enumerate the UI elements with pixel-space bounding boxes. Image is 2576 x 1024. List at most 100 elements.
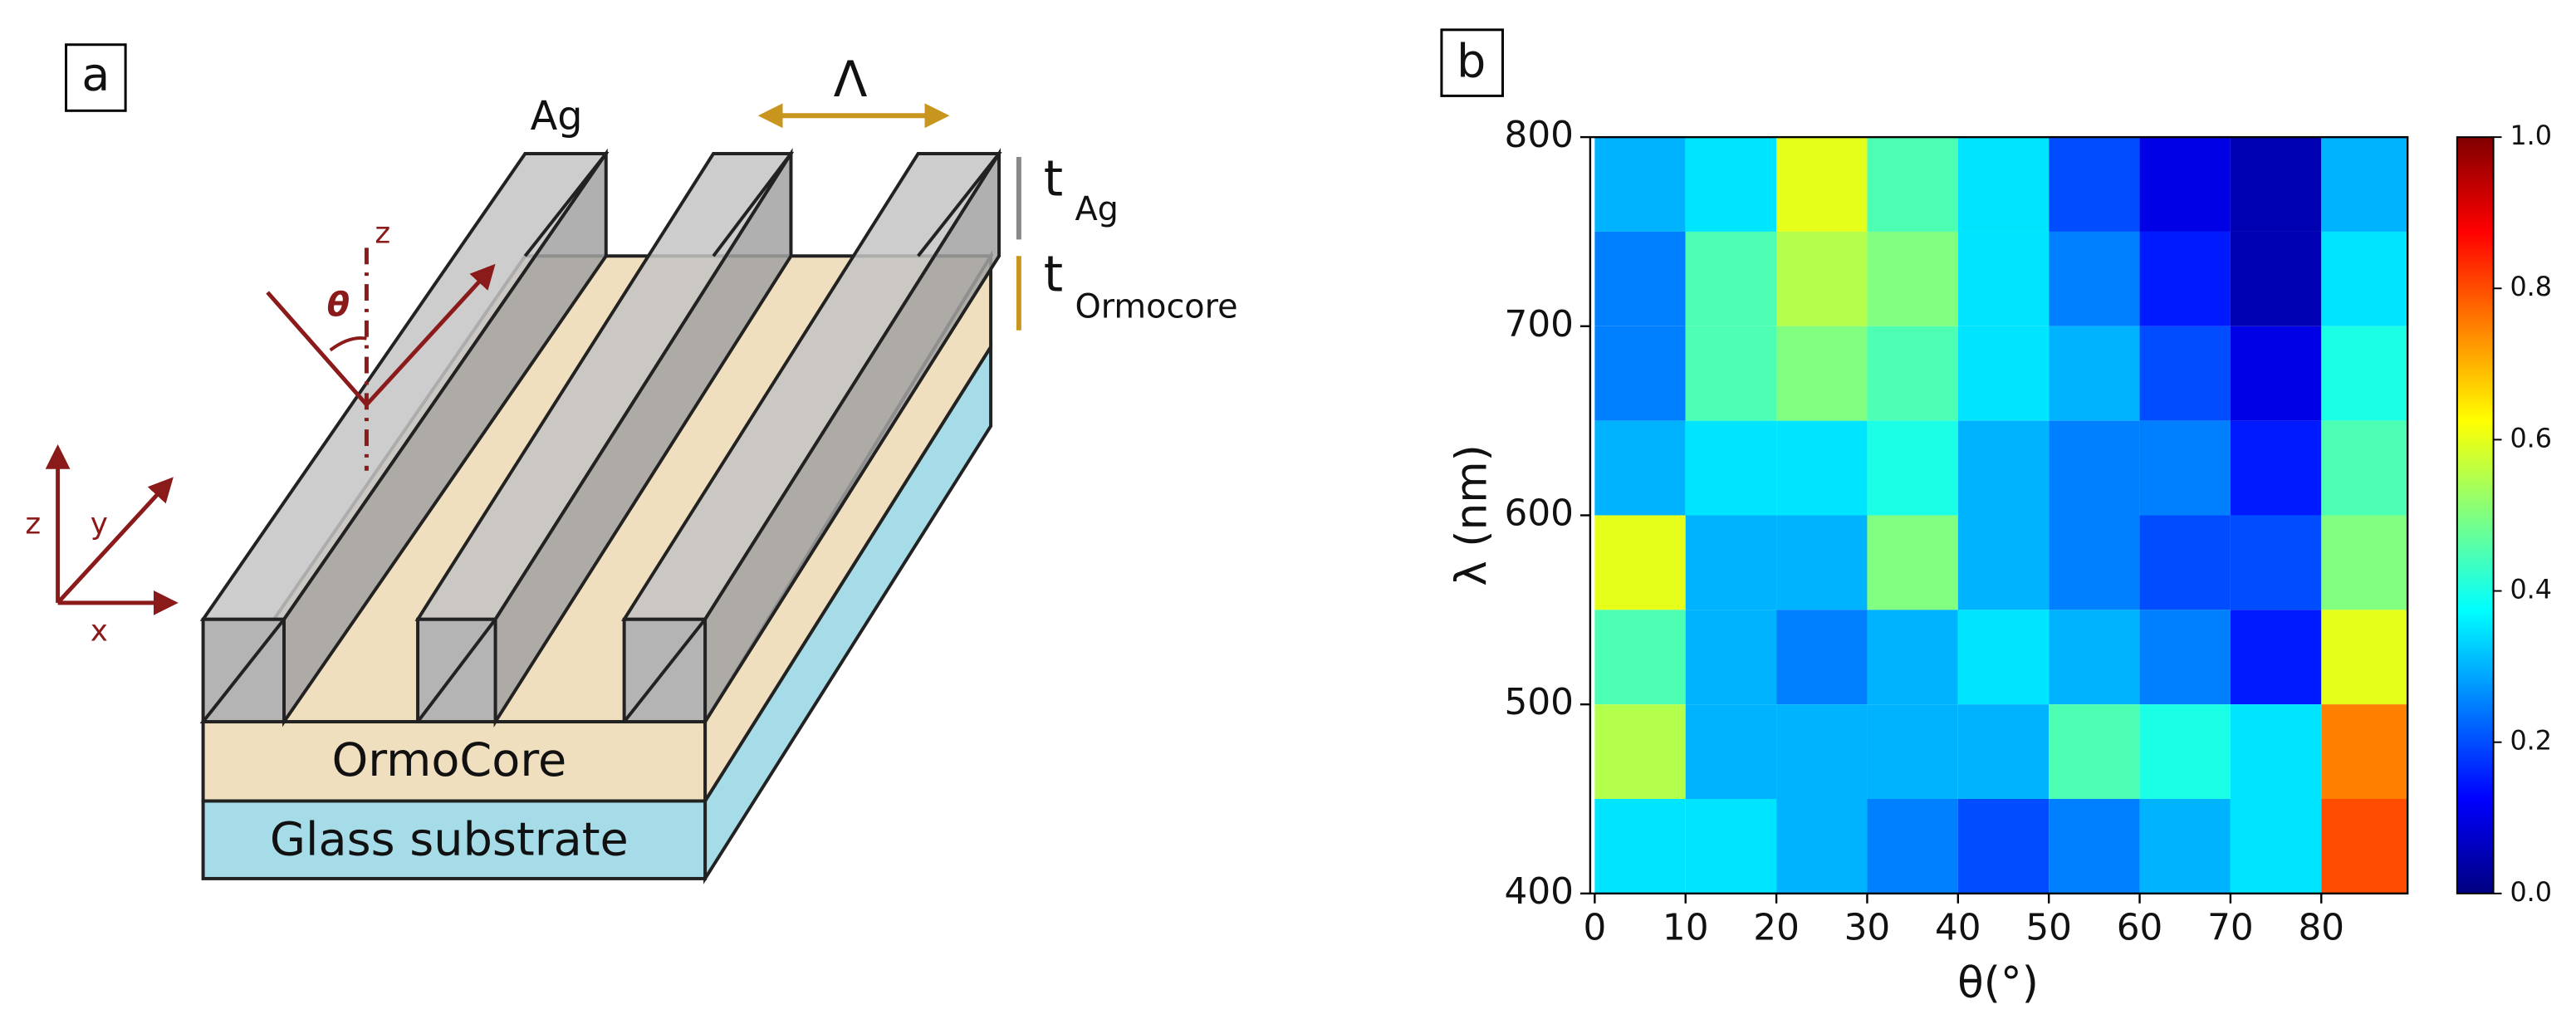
heat-cell bbox=[2139, 137, 2231, 232]
heat-cell bbox=[1594, 610, 1686, 705]
heat-cell bbox=[1594, 420, 1686, 516]
heat-cell bbox=[1685, 231, 1777, 326]
heat-cell bbox=[2230, 326, 2322, 421]
heat-cell bbox=[1867, 798, 1958, 894]
heat-cell bbox=[2321, 798, 2408, 894]
colorbar-tick-label: 0.2 bbox=[2510, 725, 2552, 757]
heat-cell bbox=[1776, 137, 1868, 232]
layer-bottom-label: Glass substrate bbox=[270, 812, 629, 866]
y-axis-label: λ (nm) bbox=[1447, 444, 1497, 585]
heat-cell bbox=[1957, 326, 2050, 421]
bar-edge bbox=[202, 618, 286, 723]
heat-cell bbox=[1594, 515, 1686, 610]
heat-cell bbox=[1776, 610, 1868, 705]
heat-cell bbox=[2230, 420, 2322, 516]
heat-cell bbox=[2230, 231, 2322, 326]
heat-cell bbox=[1594, 137, 1686, 232]
heat-cell bbox=[2321, 704, 2408, 799]
heat-cell bbox=[2139, 610, 2231, 705]
heat-cell bbox=[2321, 515, 2408, 610]
heat-cell bbox=[1594, 326, 1686, 421]
incident-ray bbox=[266, 291, 369, 406]
heat-cell bbox=[2139, 420, 2231, 516]
colorbar-tick-label: 0.8 bbox=[2510, 271, 2552, 302]
heat-cell bbox=[2321, 231, 2408, 326]
x-tick-label: 0 bbox=[1583, 907, 1606, 949]
panel-label: b bbox=[1457, 35, 1486, 89]
bar-edge bbox=[712, 152, 793, 257]
heat-cell bbox=[1594, 798, 1686, 894]
heat-cell bbox=[1867, 231, 1958, 326]
heatmap bbox=[1594, 137, 2408, 894]
axes: 0 10 20 30 40 50 60 70 80 400 500 600 700 800 0.0 0.2 0.… bbox=[1505, 114, 2553, 948]
bar-edge bbox=[416, 618, 497, 723]
t-ormo-sub: Ormocore bbox=[1075, 287, 1237, 326]
x-tick-label: 10 bbox=[1663, 907, 1709, 949]
heat-cell bbox=[2139, 704, 2231, 799]
axis-y-label: y bbox=[91, 507, 108, 541]
bar-edge bbox=[623, 618, 707, 723]
x-tick-label: 50 bbox=[2025, 907, 2072, 949]
heat-cell bbox=[1776, 420, 1868, 516]
heat-cell bbox=[1957, 137, 2050, 232]
reflected-ray bbox=[365, 263, 496, 406]
t-ag-sub: Ag bbox=[1075, 190, 1118, 228]
heat-cell bbox=[2049, 798, 2140, 894]
heat-cell bbox=[2321, 610, 2408, 705]
heat-cell bbox=[2049, 420, 2140, 516]
heat-cell bbox=[2139, 231, 2231, 326]
colorbar bbox=[2456, 136, 2495, 894]
heat-cell bbox=[1867, 420, 1958, 516]
heat-cell bbox=[1867, 704, 1958, 799]
heat-cell bbox=[1867, 137, 1958, 232]
angle-label: θ bbox=[327, 286, 350, 324]
heat-cell bbox=[2321, 326, 2408, 421]
metal-label: Ag bbox=[531, 94, 583, 140]
x-tick-label: 20 bbox=[1753, 907, 1800, 949]
colorbar-tick-label: 0.0 bbox=[2510, 876, 2552, 908]
heat-cell bbox=[1685, 610, 1777, 705]
axis-z-label: z bbox=[25, 507, 41, 541]
heat-cell bbox=[2230, 610, 2322, 705]
t-ag: t bbox=[1044, 150, 1063, 208]
x-tick-label: 40 bbox=[1935, 907, 1981, 949]
bar-edge bbox=[523, 152, 608, 257]
axis-y bbox=[56, 477, 174, 605]
heat-cell bbox=[1685, 515, 1777, 610]
heat-cell bbox=[1957, 610, 2050, 705]
period-label: Λ bbox=[834, 51, 868, 109]
heat-cell bbox=[1685, 420, 1777, 516]
y-tick-label: 800 bbox=[1505, 114, 1574, 156]
heat-cell bbox=[2139, 515, 2231, 610]
silver-bars bbox=[199, 148, 1002, 728]
heat-cell bbox=[2049, 610, 2140, 705]
colorbar-tick-label: 0.4 bbox=[2510, 574, 2552, 605]
heat-cell bbox=[2049, 704, 2140, 799]
angle-arc bbox=[329, 336, 367, 352]
x-tick-label: 60 bbox=[2117, 907, 2163, 949]
heat-cell bbox=[1685, 137, 1777, 232]
x-tick-label: 70 bbox=[2207, 907, 2254, 949]
t-ormo: t bbox=[1044, 247, 1063, 304]
heat-cell bbox=[1776, 798, 1868, 894]
heat-cell bbox=[1685, 798, 1777, 894]
heat-cell bbox=[1957, 515, 2050, 610]
glass-front bbox=[201, 799, 708, 880]
heat-cell bbox=[1776, 515, 1868, 610]
heat-cell bbox=[2139, 326, 2231, 421]
heat-cell bbox=[1594, 231, 1686, 326]
heat-cell bbox=[2230, 137, 2322, 232]
heat-cell bbox=[1685, 704, 1777, 799]
heat-cell bbox=[1685, 326, 1777, 421]
heat-cell bbox=[1776, 326, 1868, 421]
y-tick-label: 600 bbox=[1505, 492, 1574, 534]
heat-cell bbox=[1594, 704, 1686, 799]
heat-cell bbox=[1776, 704, 1868, 799]
axis-x-label: x bbox=[91, 615, 108, 649]
label-box bbox=[65, 43, 127, 112]
y-tick-label: 700 bbox=[1505, 303, 1574, 345]
heat-cell bbox=[1776, 231, 1868, 326]
heat-cell bbox=[2230, 798, 2322, 894]
heat-cell bbox=[1957, 704, 2050, 799]
